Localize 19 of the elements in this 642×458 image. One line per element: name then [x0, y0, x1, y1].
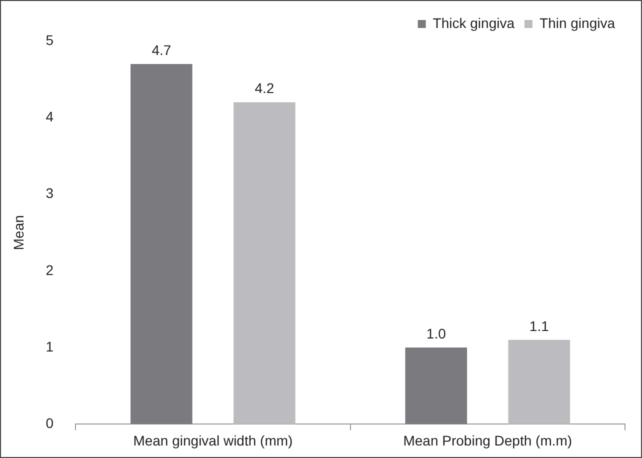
y-tick-label: 0 — [46, 415, 54, 432]
bar — [405, 348, 468, 424]
data-label: 4.7 — [152, 42, 172, 58]
legend-label: Thick gingiva — [432, 14, 515, 31]
y-tick-label: 4 — [46, 108, 54, 124]
x-tick-label: Mean gingival width (mm) — [133, 432, 293, 448]
y-axis-title: Mean — [10, 215, 26, 250]
bar — [130, 64, 192, 424]
data-label: 1.0 — [426, 325, 446, 342]
data-label: 4.2 — [254, 80, 274, 96]
y-tick-label: 5 — [46, 32, 54, 48]
bar — [508, 340, 570, 424]
data-label: 1.1 — [529, 318, 550, 334]
bar — [234, 102, 296, 424]
y-tick-label: 3 — [46, 185, 54, 202]
legend-label: Thin gingiva — [540, 14, 616, 31]
y-tick-label: 1 — [46, 338, 54, 354]
x-tick-label: Mean Probing Depth (m.m) — [403, 432, 572, 448]
y-tick-label: 2 — [46, 262, 54, 278]
